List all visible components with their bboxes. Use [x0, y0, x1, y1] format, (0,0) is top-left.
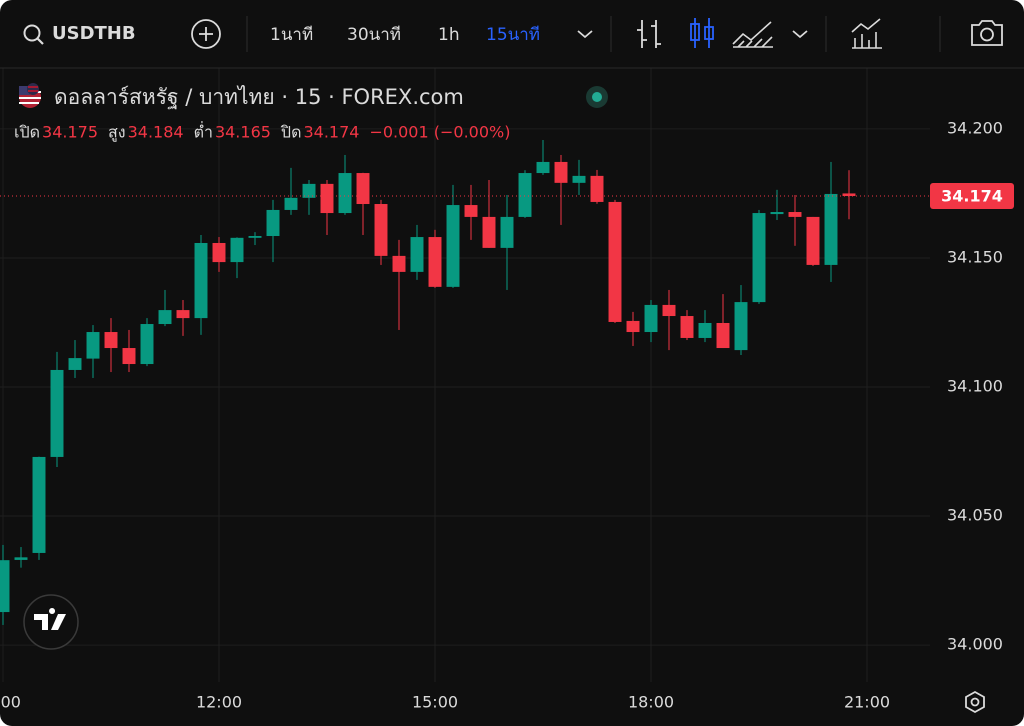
legend-title: ดอลลาร์สหรัฐ / บาทไทย · 15 · FOREX.com: [54, 85, 464, 109]
interval-button[interactable]: 1h: [438, 25, 460, 45]
candle-body: [284, 197, 298, 210]
indicators[interactable]: [851, 18, 882, 49]
search-icon[interactable]: [23, 24, 41, 42]
y-tick-label: 34.000: [947, 635, 1003, 654]
candle-body: [842, 193, 856, 197]
y-tick-label: 34.200: [947, 118, 1003, 137]
change: −0.001 (−0.00%): [369, 123, 510, 142]
x-tick-label: 12:00: [196, 693, 242, 712]
candle-body: [302, 183, 316, 198]
symbol[interactable]: USDTHB: [52, 23, 136, 44]
candle-body: [680, 316, 694, 338]
candle-style[interactable]: [690, 18, 714, 48]
candle-body: [176, 310, 190, 319]
candle-body: [536, 161, 550, 174]
candle-body: [122, 348, 136, 365]
candle-body: [788, 212, 802, 217]
x-tick-label: 21:00: [844, 693, 890, 712]
x-tick-label: 15:00: [412, 693, 458, 712]
candle-body: [572, 175, 586, 183]
candle-body: [212, 242, 226, 263]
candle-body: [86, 332, 100, 359]
snapshot[interactable]: [971, 20, 1003, 46]
tv-logo[interactable]: [23, 594, 79, 650]
candle-body: [392, 255, 406, 272]
candle-body: [140, 324, 154, 365]
candle-body: [554, 161, 568, 183]
ohlc-label: ต่ำ: [194, 121, 213, 142]
candle-body: [716, 322, 730, 349]
interval-button[interactable]: 30นาที: [347, 25, 401, 45]
candle-body: [644, 304, 658, 333]
candle-body: [698, 322, 712, 338]
last-price-label: 34.174: [941, 187, 1003, 206]
x-tick-label: 9:00: [0, 693, 21, 712]
ohlc-label: สูง: [108, 123, 126, 143]
candle-body: [446, 205, 460, 287]
candle-body: [590, 175, 604, 202]
toolbar: USDTHB: [0, 16, 1024, 69]
candle-body: [482, 216, 496, 248]
candle-body: [104, 332, 118, 349]
candle-body: [428, 237, 442, 287]
candle-body: [14, 557, 28, 560]
candle-body: [68, 358, 82, 370]
candle-body: [158, 310, 172, 325]
area-style[interactable]: [732, 21, 773, 48]
ohlc-label: ปิด: [281, 123, 302, 142]
candle-body: [266, 209, 280, 237]
candle-body: [338, 173, 352, 214]
add-symbol[interactable]: [191, 19, 221, 49]
interval-button[interactable]: 1นาที: [270, 25, 313, 45]
settings[interactable]: [965, 690, 985, 714]
ohlc-label: เปิด: [14, 123, 40, 142]
last-price-tag: [930, 183, 1014, 210]
candle-body: [734, 302, 748, 351]
ohlc-value: 34.175: [42, 123, 98, 142]
ohlc-value: 34.184: [128, 123, 184, 142]
ohlc-value: 34.174: [303, 123, 359, 142]
bar-style[interactable]: [637, 20, 661, 48]
candle-body: [248, 236, 262, 238]
y-tick-label: 34.050: [947, 506, 1003, 525]
candle-body: [194, 242, 208, 319]
y-tick-label: 34.100: [947, 377, 1003, 396]
candle-body: [626, 320, 640, 333]
candle-body: [356, 173, 370, 205]
ohlc-value: 34.165: [215, 123, 271, 142]
candle-body: [806, 216, 820, 265]
candle-body: [0, 560, 10, 613]
y-tick-label: 34.150: [947, 247, 1003, 266]
more-styles[interactable]: [792, 30, 808, 39]
candle-body: [662, 304, 676, 317]
candle-body: [320, 183, 334, 214]
legend: ดอลลาร์สหรัฐ / บาทไทย · 15 · FOREX.com เ…: [14, 83, 608, 143]
interval-button[interactable]: 15นาที: [486, 25, 540, 45]
candle-body: [608, 201, 622, 322]
candle-body: [770, 212, 784, 215]
more-intervals[interactable]: [577, 30, 593, 39]
candle-body: [518, 173, 532, 217]
candle-body: [374, 204, 388, 256]
candle-body: [50, 369, 64, 457]
candle-body: [464, 205, 478, 217]
candle-body: [752, 213, 766, 303]
candle-body: [230, 237, 244, 263]
x-tick-label: 18:00: [628, 693, 674, 712]
candle-body: [32, 456, 46, 553]
candle-body: [824, 193, 838, 265]
candle-body: [410, 237, 424, 272]
candle-body: [500, 216, 514, 248]
